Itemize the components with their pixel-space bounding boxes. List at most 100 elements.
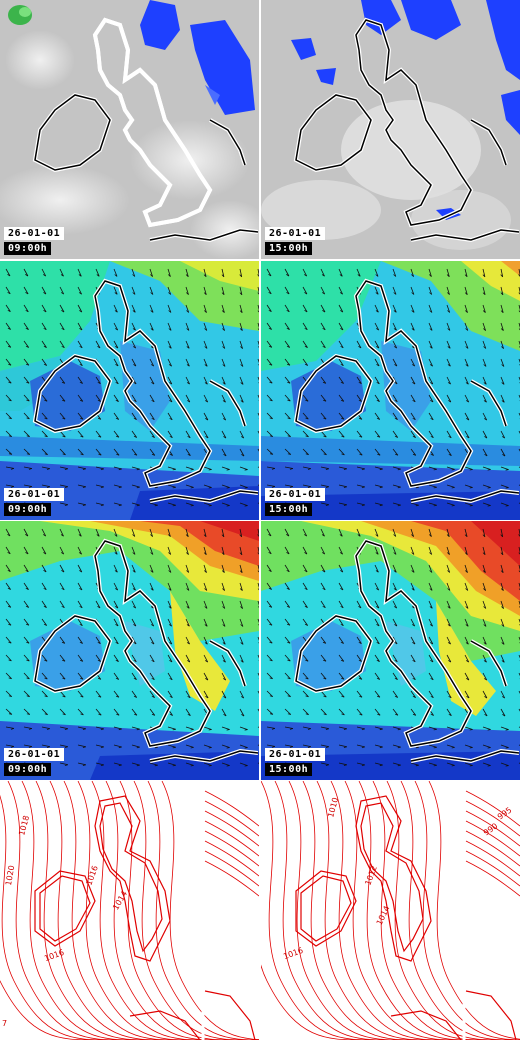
wind-arrow-head: [501, 696, 505, 699]
wind-arrow-head: [322, 310, 326, 313]
wind-arrow-head: [268, 587, 272, 590]
wind-arrow: [266, 708, 274, 715]
wind-arrow: [149, 582, 154, 591]
wind-arrow-head: [358, 381, 362, 384]
wind-arrow-head: [304, 569, 308, 573]
wind-arrow: [149, 528, 153, 537]
wind-arrow-head: [203, 292, 207, 295]
time-label: 09:00h: [4, 763, 52, 776]
wind-arrow: [131, 546, 136, 555]
wind-arrow-head: [394, 677, 398, 680]
wind-arrow: [149, 268, 153, 277]
wind-arrow: [320, 744, 329, 748]
wind-arrow: [302, 484, 311, 487]
wind-arrow: [374, 654, 380, 662]
wind-arrow-head: [393, 292, 397, 295]
wind-arrow: [185, 304, 190, 313]
wind-arrow: [203, 528, 207, 537]
wind-arrow-head: [518, 588, 520, 591]
wind-arrow-head: [7, 587, 11, 590]
wind-arrow: [239, 690, 245, 699]
wind-arrow-head: [393, 310, 397, 313]
wind-arrow-head: [500, 274, 503, 278]
wind-arrow: [239, 654, 244, 663]
wind-arrow: [374, 340, 380, 349]
wind-arrow-head: [115, 677, 119, 680]
wind-arrow: [392, 430, 399, 438]
wind-arrow: [95, 340, 101, 349]
wind-arrow-head: [448, 713, 452, 716]
wind-arrow-head: [133, 399, 137, 403]
wind-arrow: [239, 286, 243, 295]
wind-arrow: [149, 304, 154, 313]
wind-arrow-head: [287, 695, 291, 698]
wind-arrow: [392, 466, 401, 470]
wind-arrow-head: [118, 486, 122, 489]
wind-arrow: [203, 582, 208, 591]
wind-arrow: [464, 304, 468, 313]
wind-arrow: [131, 484, 140, 488]
wind-arrow-head: [132, 274, 136, 277]
wind-arrow-head: [394, 364, 398, 367]
wind-arrow-head: [501, 364, 505, 367]
wind-arrow-head: [168, 570, 172, 573]
wind-arrow: [302, 358, 309, 366]
wind-arrow: [464, 322, 469, 331]
wind-arrow: [185, 340, 190, 349]
wind-arrow: [185, 466, 194, 470]
wind-arrow-head: [268, 534, 272, 537]
wind-arrow-head: [150, 364, 154, 367]
wind-arrow-head: [395, 453, 399, 456]
wind-arrow-head: [429, 310, 433, 313]
wind-arrow-head: [448, 453, 452, 456]
wind-arrow-head: [430, 642, 434, 645]
wind-arrow-head: [411, 552, 415, 555]
wind-arrow-head: [221, 552, 225, 555]
wind-arrow: [302, 322, 308, 330]
wind-arrow: [482, 412, 488, 421]
wind-arrow: [167, 672, 173, 681]
wind-arrow: [221, 618, 226, 627]
wind-arrow-head: [132, 292, 136, 295]
wind-arrow-head: [186, 570, 189, 573]
wind-arrow-head: [257, 328, 259, 331]
wind-arrow: [302, 690, 309, 698]
wind-arrow-head: [80, 417, 84, 420]
wind-arrow-head: [204, 624, 208, 627]
wind-arrow: [167, 762, 176, 766]
wind-arrow: [203, 636, 208, 645]
wind-arrow: [266, 484, 275, 487]
wind-arrow-head: [375, 292, 379, 295]
wind-arrow-head: [44, 659, 48, 662]
wind-arrow: [374, 286, 379, 295]
wind-arrow-head: [482, 292, 486, 295]
wind-arrow: [221, 466, 230, 470]
wind-arrow: [410, 672, 416, 680]
wind-arrow-head: [340, 570, 344, 573]
wind-arrow-head: [8, 713, 12, 715]
time-label: 15:00h: [265, 242, 313, 255]
wind-arrow: [284, 528, 290, 537]
wind-arrow: [113, 564, 118, 573]
wind-arrow-head: [268, 345, 272, 348]
wind-arrow-head: [114, 588, 118, 591]
wind-arrow: [266, 304, 272, 312]
isobar: [7, 781, 128, 1040]
wind-arrow-head: [411, 328, 415, 331]
wind-arrow-head: [168, 534, 171, 537]
wind-arrow-head: [447, 642, 451, 645]
wind-arrow-head: [98, 695, 102, 698]
wind-arrow: [500, 546, 504, 555]
wind-arrow: [203, 546, 207, 555]
wind-arrow-head: [46, 728, 50, 730]
isobar: [274, 781, 395, 1040]
wind-arrow-head: [82, 764, 86, 766]
wind-arrow: [95, 394, 101, 402]
wind-arrow: [482, 358, 487, 367]
wind-arrow: [59, 636, 66, 644]
wind-arrow: [302, 600, 308, 608]
wind-arrow-head: [172, 468, 176, 471]
wind-arrow: [149, 412, 155, 420]
wind-arrow-head: [376, 695, 381, 698]
wind-arrow-head: [361, 468, 365, 471]
